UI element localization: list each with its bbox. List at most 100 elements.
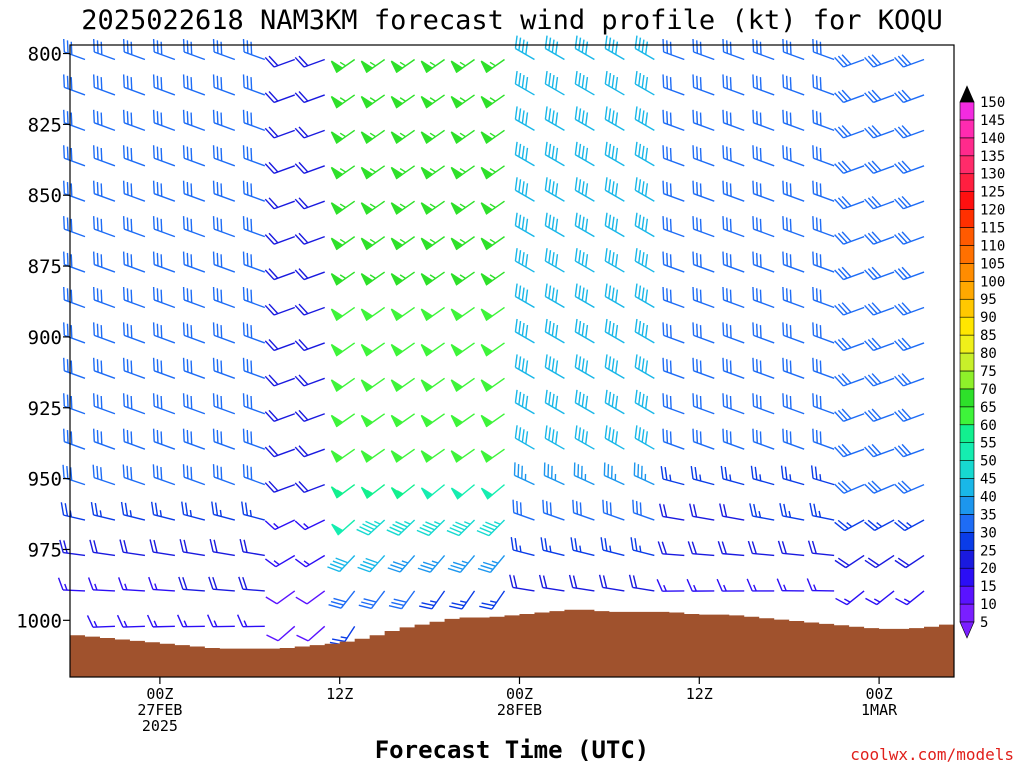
barb-full [100,112,103,126]
wind-barb [182,145,206,167]
barb-half [273,522,279,529]
barb-full [122,180,125,194]
barb-half [404,520,411,525]
barb-full [238,576,244,590]
wind-barb [420,271,445,286]
barb-full [755,75,758,89]
barb-full [544,318,548,333]
barb-full [894,269,904,281]
barb-full [250,395,253,410]
barb-full [190,147,193,162]
wind-barb [514,106,535,131]
barb-full [96,394,99,408]
barb-full [544,106,548,120]
barb-full [361,273,373,282]
wind-barb [390,236,416,251]
barb-full [611,358,615,372]
barb-full [361,379,373,388]
barb-full [126,182,129,196]
barb-half [489,274,496,279]
barb-full [119,539,124,553]
barb-full [611,252,615,266]
wind-barb [242,286,266,309]
barb-full [555,41,559,55]
barb-full [726,182,729,196]
barb-half [903,598,911,603]
barb-full [729,112,732,126]
barb-full [184,502,189,516]
barb-full [92,357,95,371]
barb-full [122,464,125,478]
barb-full [514,354,518,368]
barb-full [867,519,879,530]
barb-flag [390,343,403,357]
wind-barb [662,357,685,379]
barb-full [639,502,642,516]
barb-full [574,106,578,120]
barb-full [604,248,608,262]
barb-half [846,522,853,528]
barb-full [717,541,723,554]
barb-full [581,216,585,230]
barb-full [638,320,642,335]
barb-full [395,521,408,528]
barb-full [785,40,788,54]
barb-full [901,443,912,455]
wind-barb [152,38,176,61]
barb-full [638,285,642,299]
barb-full [186,182,189,196]
barb-full [216,40,219,54]
barb-full [752,251,755,265]
barb-full [696,252,699,266]
barb-full [692,180,695,194]
barb-full [359,526,372,533]
barb-full [514,141,518,155]
barb-full [782,180,785,194]
wind-barb [242,216,266,238]
barb-full [186,394,189,408]
wind-barb [328,590,356,609]
barb-full [451,602,465,607]
wind-barb [752,74,775,96]
barb-full [176,614,184,627]
barb-full [644,218,649,232]
wind-barb [122,180,146,202]
barb-full [548,356,552,370]
barb-full [90,502,95,516]
y-tick-label: 925 [28,398,62,420]
wind-barb [116,614,145,628]
wind-barb [834,125,865,139]
barb-full [420,414,433,423]
wind-barb [330,342,356,357]
barb-full [638,391,642,405]
wind-barb [119,539,146,557]
wind-barb [602,499,625,521]
barb-full [753,503,758,517]
barb-full [130,183,133,197]
barb-full [634,248,638,262]
barb-full [66,394,69,408]
barb-flag [331,523,344,536]
barb-full [669,254,672,268]
wind-barb [330,94,356,109]
barb-full [726,217,729,231]
barb-full [785,146,788,160]
barb-full [479,527,493,534]
wind-barb [264,126,295,139]
barb-full [864,340,874,351]
barb-full [615,147,619,161]
barb-full [577,464,580,478]
barb-full [220,183,223,197]
colorbar-label: 50 [980,454,997,470]
wind-barb [894,443,925,458]
barb-full [837,374,848,385]
barb-full [122,216,125,230]
wind-barb [864,519,895,532]
colorbar-segment [959,352,975,372]
wind-barb [782,74,805,96]
wind-barb [719,503,745,521]
wind-barb [657,541,685,557]
barb-full [834,375,844,387]
wind-barb [544,106,565,131]
colorbar-segment [959,173,975,192]
